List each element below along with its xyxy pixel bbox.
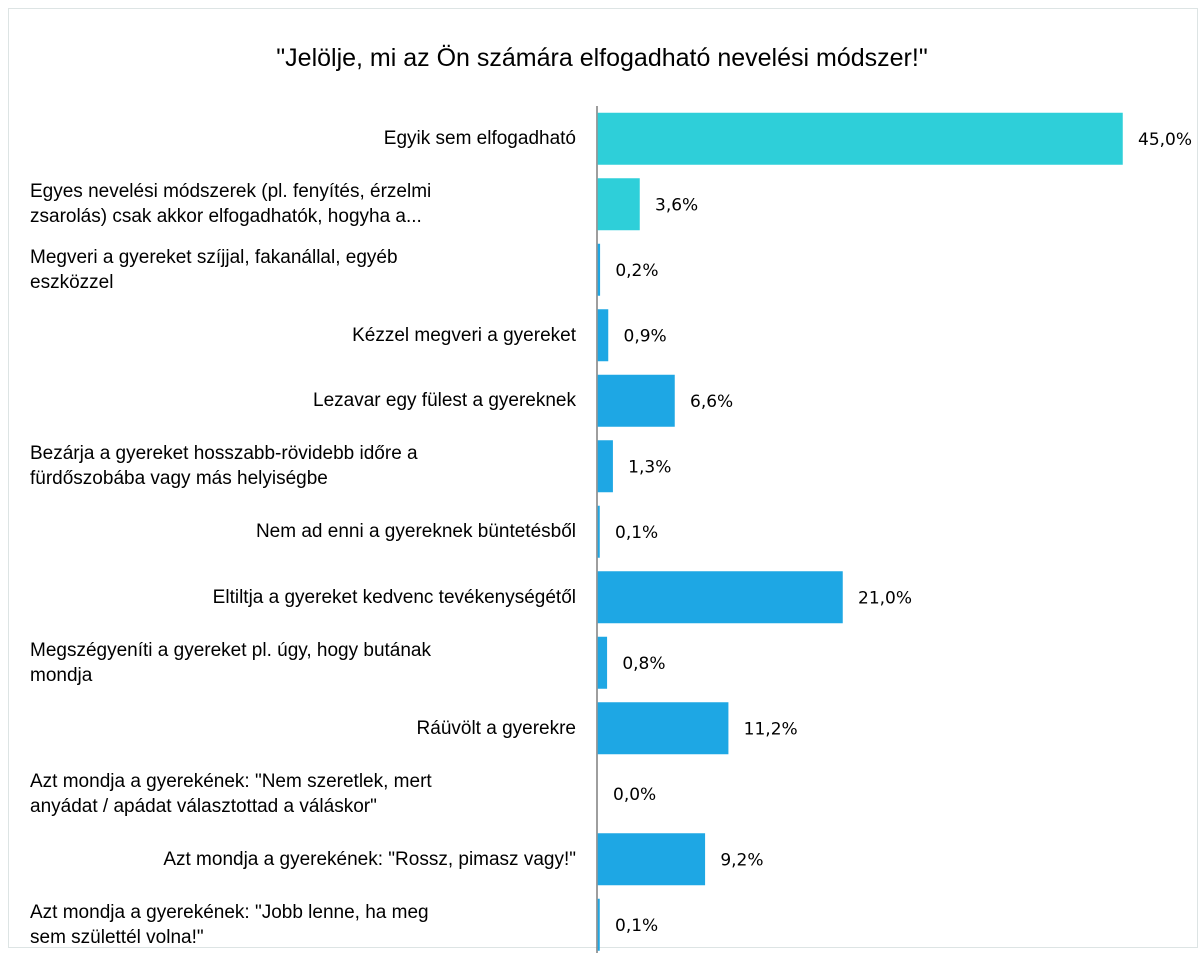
bar — [597, 374, 675, 427]
category-label: Egyes nevelési módszerek (pl. fenyítés, … — [30, 172, 576, 238]
category-label: Nem ad enni a gyereknek büntetésből — [30, 499, 576, 565]
data-label: 3,6% — [655, 195, 698, 215]
data-label: 21,0% — [858, 588, 912, 608]
data-label: 1,3% — [628, 457, 671, 477]
category-label: Lezavar egy fülest a gyereknek — [30, 368, 576, 434]
bar — [597, 440, 613, 493]
data-label: 0,9% — [624, 326, 667, 346]
bar — [597, 571, 843, 624]
category-label-line: Azt mondja a gyerekének: "Rossz, pimasz … — [163, 848, 576, 870]
category-label: Eltiltja a gyereket kedvenc tevékenységé… — [30, 565, 576, 631]
category-label: Azt mondja a gyerekének: "Nem szeretlek,… — [30, 761, 576, 827]
bar — [597, 505, 600, 558]
bar — [597, 309, 609, 362]
category-label-line: sem születtél volna!" — [30, 926, 204, 948]
data-label: 0,2% — [615, 261, 658, 281]
data-label: 0,0% — [613, 785, 656, 805]
category-label: Bezárja a gyereket hosszabb-rövidebb idő… — [30, 434, 576, 500]
data-label: 0,1% — [615, 523, 658, 543]
category-label: Egyik sem elfogadható — [30, 106, 576, 172]
category-label-line: eszközzel — [30, 271, 114, 293]
category-label-line: Lezavar egy fülest a gyereknek — [313, 390, 576, 412]
bar — [597, 898, 600, 951]
category-label-line: Megszégyeníti a gyereket pl. úgy, hogy b… — [30, 639, 432, 661]
category-label-line: Nem ad enni a gyereknek büntetésből — [255, 521, 576, 543]
bar — [597, 178, 640, 231]
category-label: Azt mondja a gyerekének: "Rossz, pimasz … — [30, 827, 576, 893]
category-label-line: anyádat / apádat választottad a váláskor… — [30, 795, 377, 817]
category-label-line: zsarolás) csak akkor elfogadhatók, hogyh… — [30, 206, 422, 228]
data-label: 6,6% — [690, 392, 733, 412]
data-label: 11,2% — [744, 719, 798, 739]
category-label-line: Egyes nevelési módszerek (pl. fenyítés, … — [30, 181, 432, 203]
category-label-line: fürdőszobába vagy más helyiségbe — [30, 468, 328, 490]
chart-title: "Jelölje, mi az Ön számára elfogadható n… — [276, 44, 928, 72]
bar — [597, 702, 729, 755]
category-label-line: Azt mondja a gyerekének: "Nem szeretlek,… — [30, 770, 432, 792]
category-label-line: Ráüvölt a gyerekre — [416, 717, 576, 739]
bar — [597, 112, 1123, 165]
bar — [597, 243, 601, 296]
data-label: 9,2% — [720, 850, 763, 870]
category-label: Ráüvölt a gyerekre — [30, 696, 576, 762]
category-label-line: Megveri a gyereket szíjjal, fakanállal, … — [30, 246, 398, 268]
category-label-line: Egyik sem elfogadható — [383, 128, 576, 150]
category-label: Megveri a gyereket szíjjal, fakanállal, … — [30, 237, 576, 303]
category-label-line: Azt mondja a gyerekének: "Jobb lenne, ha… — [30, 901, 429, 923]
data-label: 0,8% — [622, 654, 665, 674]
category-label: Megszégyeníti a gyereket pl. úgy, hogy b… — [30, 630, 576, 696]
data-label: 45,0% — [1138, 130, 1192, 150]
category-label-line: Bezárja a gyereket hosszabb-rövidebb idő… — [30, 443, 418, 465]
category-label-line: mondja — [30, 664, 93, 686]
category-label: Azt mondja a gyerekének: "Jobb lenne, ha… — [30, 892, 576, 958]
category-label: Kézzel megveri a gyereket — [30, 303, 576, 369]
data-label: 0,1% — [615, 916, 658, 936]
bar — [597, 833, 706, 886]
category-label-line: Eltiltja a gyereket kedvenc tevékenységé… — [212, 586, 576, 608]
bar — [597, 636, 608, 689]
category-label-line: Kézzel megveri a gyereket — [352, 324, 576, 346]
